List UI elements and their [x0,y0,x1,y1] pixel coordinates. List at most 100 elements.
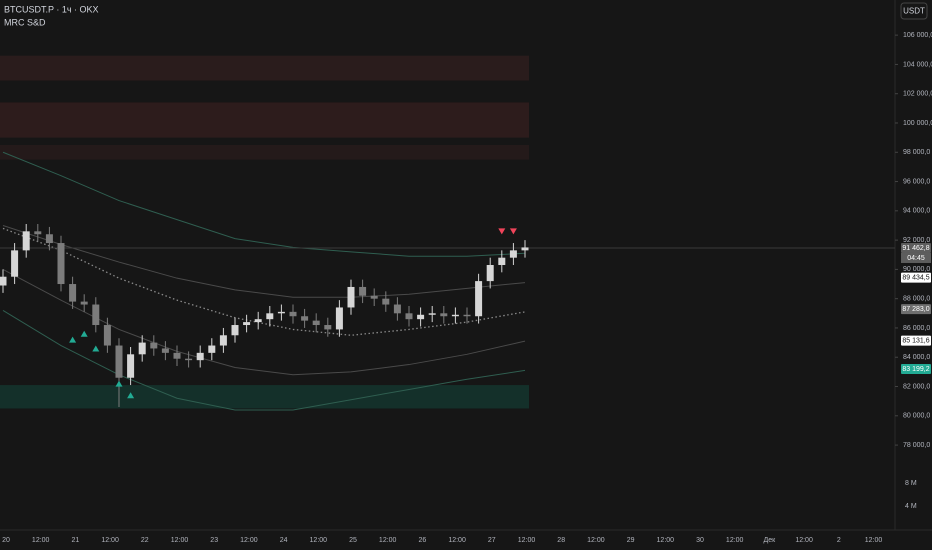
band-line [2,309,526,411]
indicator: MRC S&D [4,17,46,27]
x-tick-label: 12:00 [448,537,466,544]
candle-body [103,325,111,346]
band-line [2,151,526,257]
candle-body [254,319,262,323]
price-label: 83 199,2 [902,366,929,373]
candle-body [173,352,181,359]
y-tick-label: 100 000,0 [903,120,932,127]
price-label: 91 462,8 [902,245,929,252]
buy-signal [80,330,88,337]
y-tick-label: 86 000,0 [903,325,930,332]
x-tick-label: 12:00 [518,537,536,544]
volume-label: 8 M [905,480,917,487]
candle-body [80,301,88,305]
currency-label[interactable]: USDT [903,7,925,16]
buy-signal [69,336,77,343]
candle-body [161,348,169,353]
x-tick-label: Дек [764,537,777,544]
buy-signal [92,345,100,352]
candle-body [405,313,413,320]
zone [0,102,529,138]
candle-body [370,295,378,299]
y-tick-label: 82 000,0 [903,383,930,390]
candle-body [382,298,390,305]
price-label-box [901,272,931,283]
candle-body [243,322,251,326]
y-tick-label: 84 000,0 [903,354,930,361]
candle-body [45,234,53,244]
x-tick-label: 2 [837,537,841,544]
x-tick-label: 12:00 [101,537,119,544]
candle-body [486,265,494,282]
candle-body [417,314,425,320]
y-tick-label: 96 000,0 [903,178,930,185]
candle-body [57,243,65,285]
candle-body [138,342,146,355]
candle-body [289,311,297,317]
price-label: 85 131,6 [902,338,929,345]
x-tick-label: 12:00 [795,537,813,544]
price-label-box [901,335,931,346]
x-tick-label: 25 [349,537,357,544]
x-tick-label: 27 [488,537,496,544]
candle-body [0,276,7,286]
candle-body [498,257,506,265]
sell-signal [509,228,517,235]
candle-body [22,231,30,251]
zone [0,55,529,81]
y-tick-label: 94 000,0 [903,208,930,215]
x-tick-label: 21 [72,537,80,544]
y-tick-label: 98 000,0 [903,149,930,156]
candle-body [150,342,158,349]
candle-body [196,352,204,361]
candle-body [521,247,529,251]
price-label-box [901,242,931,253]
y-tick-label: 90 000,0 [903,266,930,273]
x-tick-label: 12:00 [240,537,258,544]
candle-body [277,311,285,314]
candle-body [69,284,77,302]
x-tick-label: 28 [557,537,565,544]
x-tick-label: 29 [627,537,635,544]
symbol: BTCUSDT.P · 1ч · OKX [4,4,99,14]
candle-body [428,313,436,315]
candle-body [312,320,320,326]
plot [0,55,895,411]
x-tick-label: 26 [419,537,427,544]
x-tick-label: 12:00 [726,537,744,544]
x-tick-label: 12:00 [379,537,397,544]
candle-body [324,325,332,330]
buy-signal [115,380,123,387]
band-line [2,224,526,298]
price-label-box [901,363,931,374]
buy-signal [127,392,135,399]
candle-body [231,325,239,336]
candle-body [208,345,216,353]
y-tick-label: 92 000,0 [903,237,930,244]
candle-body [185,358,193,361]
candle-body [359,286,367,296]
price-label-box [901,304,931,315]
currency-button[interactable] [900,2,928,20]
y-tick-label: 102 000,0 [903,91,932,98]
x-tick-label: 20 [2,537,10,544]
y-tick-label: 106 000,0 [903,32,932,39]
candle-body [440,313,448,317]
x-tick-label: 12:00 [310,537,328,544]
candle-body [266,313,274,320]
x-tick-label: 12:00 [657,537,675,544]
zone [0,385,529,409]
candle-body [335,307,343,330]
candle-body [463,314,471,317]
candle-body [34,231,42,235]
price-label: 87 283,0 [902,306,929,313]
candle-body [115,345,123,378]
y-tick-label: 88 000,0 [903,296,930,303]
x-tick-label: 12:00 [32,537,50,544]
x-tick-label: 12:00 [171,537,189,544]
y-tick-label: 104 000,0 [903,61,932,68]
x-tick-label: 30 [696,537,704,544]
x-tick-label: 24 [280,537,288,544]
